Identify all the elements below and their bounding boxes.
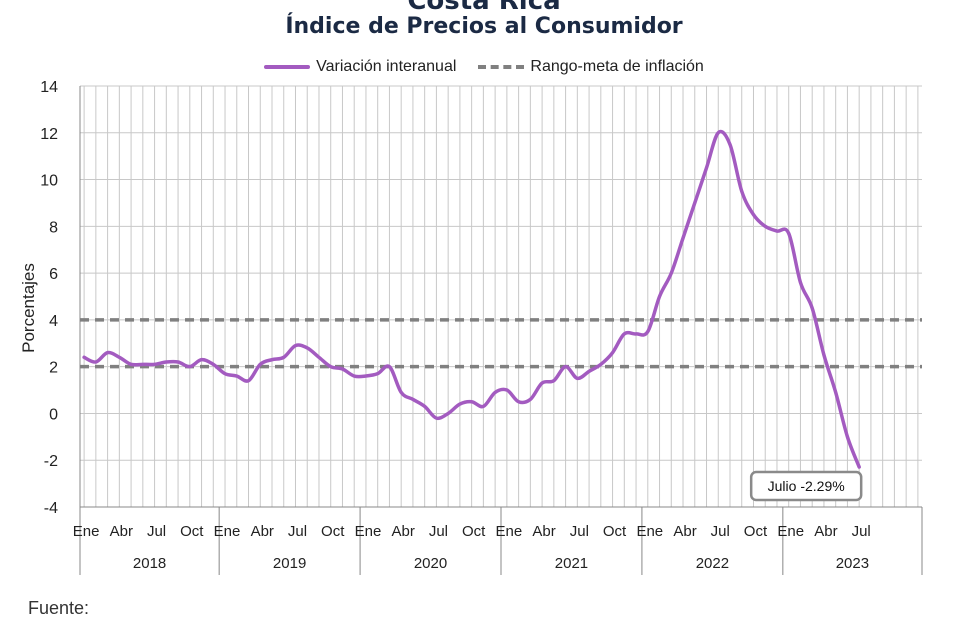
legend-item-variacion: Variación interanual bbox=[264, 58, 456, 76]
target-band-lines bbox=[80, 318, 922, 369]
callout-text: Julio -2.29% bbox=[768, 478, 845, 494]
x-month-label: Oct bbox=[603, 523, 627, 540]
y-tick-label: 4 bbox=[49, 313, 58, 330]
legend-label-variacion: Variación interanual bbox=[316, 58, 457, 75]
y-tick-label: -2 bbox=[44, 453, 58, 470]
series-group bbox=[82, 129, 861, 469]
x-month-label: Oct bbox=[321, 523, 345, 540]
x-month-label: Oct bbox=[180, 523, 204, 540]
x-month-label: Abr bbox=[673, 523, 696, 540]
x-month-label: Ene bbox=[636, 523, 663, 540]
x-month-label: Ene bbox=[496, 523, 523, 540]
y-tick-label: 8 bbox=[49, 219, 58, 236]
x-month-label: Jul bbox=[429, 523, 448, 540]
chart-title: Índice de Precios al Consumidor bbox=[285, 14, 683, 39]
legend-swatch-variacion bbox=[264, 65, 311, 69]
legend-label-rango: Rango-meta de inflación bbox=[530, 58, 704, 75]
x-month-label: Oct bbox=[744, 523, 768, 540]
callout-box bbox=[749, 470, 863, 502]
x-year-label: 2018 bbox=[133, 555, 166, 572]
x-year-label: 2019 bbox=[273, 555, 306, 572]
y-tick-label: 6 bbox=[49, 266, 58, 283]
x-month-label: Abr bbox=[814, 523, 837, 540]
x-month-label: Abr bbox=[392, 523, 415, 540]
y-tick-label: 2 bbox=[49, 360, 58, 377]
clipped-top-title: Costa Rica bbox=[407, 0, 561, 16]
y-axis-label: Porcentajes bbox=[19, 263, 38, 353]
x-month-label: Ene bbox=[73, 523, 100, 540]
x-month-label: Abr bbox=[251, 523, 274, 540]
x-month-label: Ene bbox=[355, 523, 382, 540]
y-tick-label: 12 bbox=[40, 126, 58, 143]
x-month-label: Ene bbox=[777, 523, 804, 540]
x-year-label: 2022 bbox=[696, 555, 729, 572]
y-tick-label: 0 bbox=[49, 406, 58, 423]
x-month-label: Ene bbox=[214, 523, 241, 540]
x-month-label: Jul bbox=[852, 523, 871, 540]
x-month-label: Abr bbox=[110, 523, 133, 540]
x-month-label: Jul bbox=[288, 523, 307, 540]
axis-labels: -4 -2 0 2 4 6 8 10 12 14 Ene Abr Jul Oct 2018 Ene Abr Jul… bbox=[40, 79, 871, 572]
x-month-label: Jul bbox=[147, 523, 166, 540]
x-month-label: Abr bbox=[532, 523, 555, 540]
legend-swatch-rango bbox=[478, 65, 525, 69]
x-month-label: Jul bbox=[711, 523, 730, 540]
legend-item-rango: Rango-meta de inflación bbox=[478, 58, 704, 76]
x-month-label: Jul bbox=[570, 523, 589, 540]
y-tick-label: -4 bbox=[44, 500, 58, 517]
x-year-label: 2021 bbox=[555, 555, 588, 572]
value-callout: Julio -2.29% bbox=[749, 470, 863, 502]
legend: Variación interanual Rango-meta de infla… bbox=[0, 58, 968, 76]
x-year-label: 2020 bbox=[414, 555, 447, 572]
source-text: Fuente: bbox=[28, 598, 90, 618]
axes bbox=[79, 86, 923, 575]
grid bbox=[80, 85, 922, 508]
y-tick-label: 14 bbox=[40, 79, 58, 96]
y-tick-label: 10 bbox=[40, 173, 58, 190]
series-line-variacion bbox=[82, 129, 861, 469]
x-month-label: Oct bbox=[462, 523, 486, 540]
x-year-label: 2023 bbox=[836, 555, 869, 572]
